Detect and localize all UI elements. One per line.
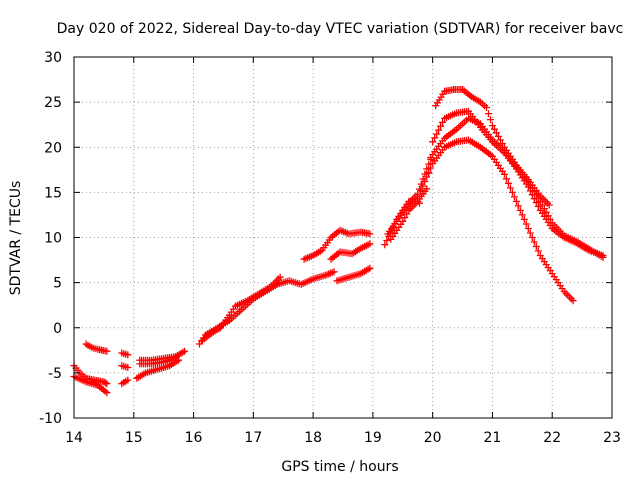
y-axis-label: SDTVAR / TECUs [8,181,24,296]
series-satellite-a [70,136,577,388]
x-tick-label: 20 [424,430,442,446]
y-tick-label: 10 [44,231,62,247]
data-point-markers [82,340,111,355]
series-satellite-c [82,107,607,368]
data-point-markers [199,273,284,344]
data-point-markers [118,376,132,388]
data-point-markers [432,86,553,209]
data-point-markers [133,356,183,382]
y-tick-label: 20 [44,140,62,156]
data-points [70,86,607,397]
data-point-markers [136,354,180,368]
x-tick-label: 17 [244,430,262,446]
axes: 14 15 16 17 18 19 20 21 22 23 -10 -5 0 5 10 15 20 25 30 [39,50,621,446]
data-point-markers [333,264,374,285]
data-point-markers [300,226,374,263]
y-tick-label: 30 [44,50,62,66]
chart-title: Day 020 of 2022, Sidereal Day-to-day VTE… [57,21,624,37]
y-tick-label: 25 [44,95,62,111]
data-point-markers [327,240,374,263]
x-tick-label: 22 [543,430,561,446]
x-tick-label: 16 [185,430,203,446]
data-point-markers [417,136,577,305]
y-tick-label: -5 [48,366,62,382]
x-tick-label: 21 [484,430,502,446]
x-axis-label: GPS time / hours [281,459,398,475]
y-tick-label: 5 [53,276,62,292]
data-point-markers [118,349,132,359]
y-tick-label: 15 [44,185,62,201]
data-point-markers [196,268,338,348]
x-tick-label: 23 [603,430,621,446]
data-point-markers [118,362,132,371]
x-tick-label: 15 [125,430,143,446]
x-tick-label: 14 [65,430,83,446]
x-tick-label: 18 [304,430,322,446]
data-point-markers [387,107,607,259]
y-tick-label: 0 [53,321,62,337]
x-tick-label: 19 [364,430,382,446]
y-tick-label: -10 [39,411,62,427]
grid-lines [74,57,612,418]
series-satellite-d [432,86,553,209]
